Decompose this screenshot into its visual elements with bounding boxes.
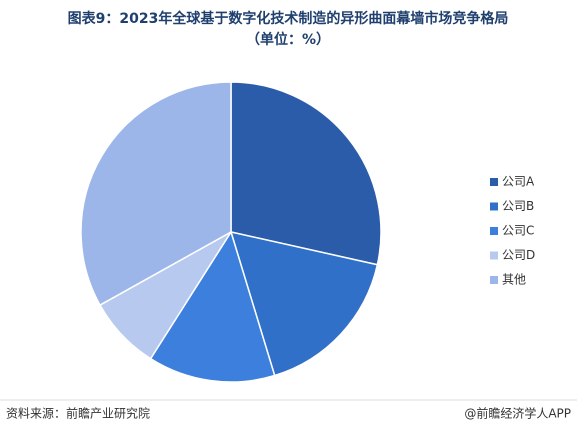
pie-slice (229, 230, 379, 377)
chart-subtitle: （单位：%） (246, 31, 330, 48)
legend-swatch (490, 276, 498, 284)
pie-slice (149, 230, 276, 383)
legend-label: 公司A (502, 175, 535, 189)
legend-swatch (490, 202, 498, 211)
pie-slice (230, 81, 382, 266)
legend-label: 公司B (502, 199, 534, 213)
legend-swatch (490, 227, 498, 235)
credit: @前瞻经济学人APP (464, 406, 571, 421)
legend-label: 其他 (502, 273, 526, 287)
legend-swatch (490, 178, 498, 186)
pie-slice (80, 81, 232, 307)
legend-label: 公司C (502, 224, 534, 238)
legend-label: 公司D (502, 248, 535, 262)
source: 资料来源：前瞻产业研究院 (6, 406, 150, 421)
legend-swatch (490, 251, 498, 260)
chart-title: 图表9：2023年全球基于数字化技术制造的异形曲面幕墙市场竞争格局 (68, 10, 509, 27)
